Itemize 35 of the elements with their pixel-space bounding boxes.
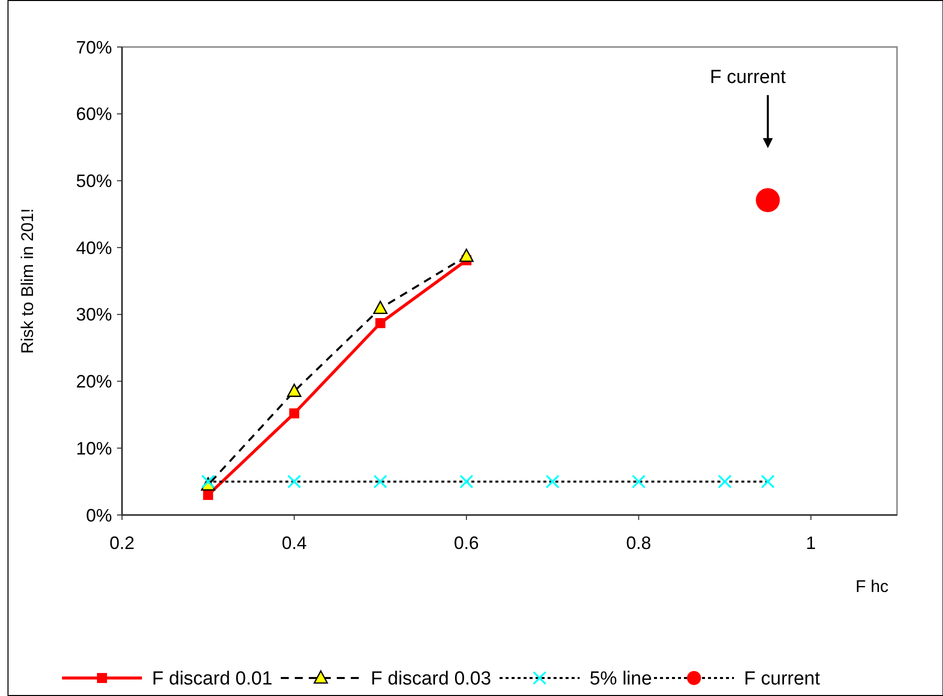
legend-label: F discard 0.03 bbox=[370, 668, 492, 690]
x-tick-label: 0.6 bbox=[454, 533, 479, 553]
point bbox=[760, 474, 775, 488]
point bbox=[287, 474, 302, 488]
point bbox=[203, 490, 214, 500]
annotation: F current bbox=[710, 67, 787, 88]
point bbox=[460, 474, 474, 488]
point bbox=[373, 474, 388, 488]
legend-label: 5% line bbox=[590, 668, 652, 690]
x-tick-label: 0.8 bbox=[626, 533, 652, 553]
x-axis-title: F hc bbox=[855, 577, 890, 596]
y-tick-label: 0% bbox=[86, 505, 112, 526]
point bbox=[459, 248, 474, 262]
legend-label: F discard 0.01 bbox=[152, 668, 272, 690]
point bbox=[546, 474, 560, 488]
point bbox=[632, 474, 646, 488]
x-tick-label: 0.4 bbox=[282, 533, 307, 553]
y-tick-label: 20% bbox=[76, 372, 112, 392]
y-tick-label: 50% bbox=[76, 171, 112, 192]
y-axis-title: Risk to Blim in 201! bbox=[18, 208, 37, 354]
x-tick-label: 0.2 bbox=[109, 533, 135, 553]
point bbox=[289, 408, 300, 418]
y-tick-label: 70% bbox=[76, 37, 112, 58]
point bbox=[756, 188, 780, 212]
point bbox=[375, 318, 386, 328]
legend-label: F current bbox=[744, 668, 821, 690]
point bbox=[718, 474, 732, 488]
y-tick-label: 60% bbox=[76, 104, 112, 124]
y-tick-label: 40% bbox=[76, 238, 112, 258]
point bbox=[201, 474, 216, 488]
point bbox=[287, 384, 302, 397]
point bbox=[373, 300, 388, 314]
y-tick-label: 30% bbox=[76, 304, 112, 325]
x-tick-label: 1 bbox=[806, 533, 816, 553]
y-tick-label: 10% bbox=[76, 438, 112, 458]
